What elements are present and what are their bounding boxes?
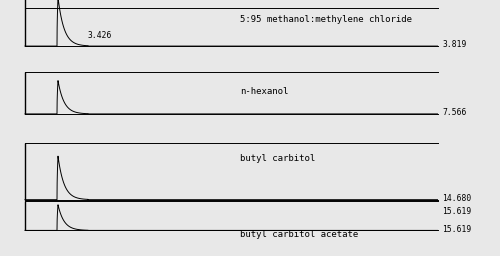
Text: butyl carbitol acetate: butyl carbitol acetate xyxy=(240,230,358,239)
Text: 15.619: 15.619 xyxy=(442,225,472,234)
Text: 3.426: 3.426 xyxy=(88,31,112,40)
Text: 14.680: 14.680 xyxy=(442,194,472,203)
Text: 5:95 methanol:methylene chloride: 5:95 methanol:methylene chloride xyxy=(240,15,412,24)
Text: 3.819: 3.819 xyxy=(442,40,467,49)
Text: 15.619: 15.619 xyxy=(442,207,472,216)
Text: 7.566: 7.566 xyxy=(442,108,467,117)
Text: butyl carbitol: butyl carbitol xyxy=(240,154,316,163)
Text: n-hexanol: n-hexanol xyxy=(240,87,288,96)
